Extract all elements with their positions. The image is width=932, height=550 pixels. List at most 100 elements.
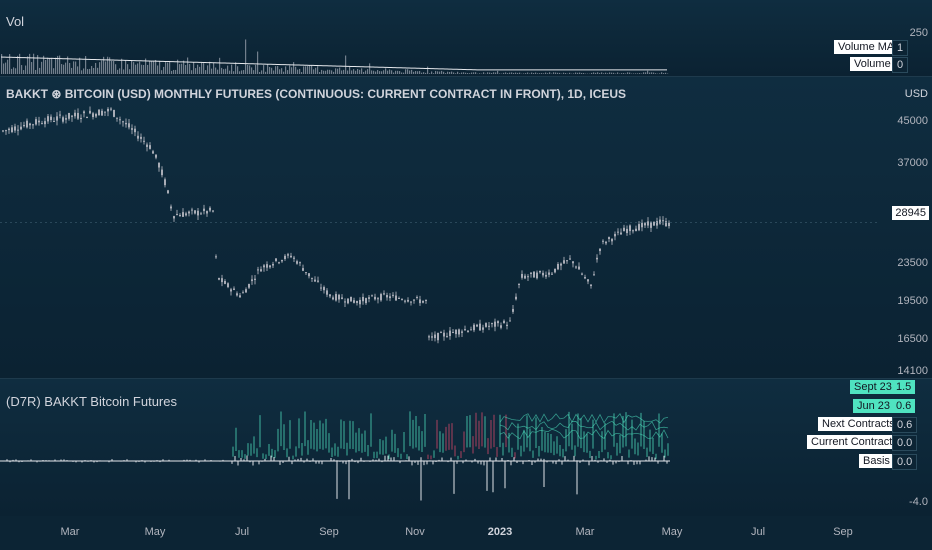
time-label-mar: Mar (60, 526, 80, 538)
volume-bar (3, 63, 5, 74)
candle-body (413, 299, 415, 301)
candle-body (518, 283, 520, 285)
candle-body (341, 297, 343, 300)
time-axis[interactable]: Mar May Jul Sep Nov 2023 Mar May Jul Sep (0, 516, 932, 550)
volume-bar (1, 54, 3, 74)
volume-bar (159, 61, 161, 74)
indicator-chart (0, 411, 670, 501)
candle-body (443, 332, 445, 337)
pane-separator[interactable] (0, 76, 932, 77)
candle-body (155, 154, 157, 158)
volume-bar (489, 72, 491, 74)
candle-body (227, 283, 229, 288)
volume-bar (17, 55, 19, 74)
volume-bar (269, 67, 271, 74)
volume-histogram (0, 39, 669, 74)
volume-bar (549, 72, 551, 74)
volume-bar (201, 62, 203, 74)
volume-bar (645, 72, 647, 74)
volume-bar (183, 60, 185, 74)
volume-bar (327, 69, 329, 74)
candle-body (383, 293, 385, 295)
volume-bar (325, 70, 327, 74)
volume-bar (295, 66, 297, 74)
volume-bar (379, 71, 381, 74)
volume-bar (71, 67, 73, 74)
volume-bar (207, 65, 209, 74)
volume-bar (617, 72, 619, 74)
volume-bar (651, 72, 653, 74)
volume-bar (109, 57, 111, 74)
volume-bar (593, 72, 595, 74)
candle-body (452, 332, 454, 334)
volume-bar (505, 72, 507, 74)
candle-body (458, 329, 460, 335)
candle-body (551, 273, 553, 275)
candle-body (221, 278, 223, 283)
volume-bar (497, 70, 499, 74)
volume-bar (409, 70, 411, 74)
volume-bar (145, 58, 147, 74)
volume-bar (519, 72, 521, 74)
volume-bar (353, 69, 355, 74)
volume-bar (67, 56, 69, 74)
candle-body (278, 262, 280, 264)
volume-bar (403, 72, 405, 74)
candle-body (47, 116, 49, 122)
volume-bar (247, 64, 249, 74)
pane-separator[interactable] (0, 378, 932, 379)
candlestick-chart[interactable] (0, 77, 880, 378)
volume-bar (535, 72, 537, 74)
candle-body (521, 273, 523, 278)
volume-bar (249, 65, 251, 74)
candle-body (200, 213, 202, 215)
price-level-45000: 45000 (897, 115, 928, 127)
volume-pane[interactable]: Vol 250 Volume MA 1 Volume 0 (0, 0, 932, 76)
volume-bar (19, 53, 21, 74)
candle-body (467, 330, 469, 332)
candle-body (83, 111, 85, 114)
volume-bar (345, 55, 347, 74)
volume-bar (543, 73, 545, 74)
volume-bar (437, 71, 439, 74)
candle-body (344, 301, 346, 303)
candle-body (653, 221, 655, 226)
candle-body (545, 274, 547, 277)
volume-bar (643, 72, 645, 74)
volume-bar (575, 72, 577, 74)
volume-bar (625, 73, 627, 74)
price-pane[interactable]: BAKKT ⊛ BITCOIN (USD) MONTHLY FUTURES (C… (0, 77, 932, 378)
candle-body (287, 254, 289, 256)
volume-bar (495, 72, 497, 74)
candle-body (41, 123, 43, 125)
candle-body (263, 265, 265, 268)
candle-body (5, 130, 7, 132)
last-price-tag: 28945 (892, 206, 929, 220)
volume-bar (555, 72, 557, 74)
candle-body (353, 300, 355, 303)
volume-bar (417, 71, 419, 74)
candle-body (101, 110, 103, 116)
candle-body (239, 295, 241, 298)
volume-bar (79, 57, 81, 74)
time-label-may-2023: May (661, 526, 683, 538)
candle-body (188, 211, 190, 214)
volume-bar (445, 73, 447, 74)
volume-bar (569, 72, 571, 74)
volume-bar (309, 65, 311, 74)
price-level-23500: 23500 (897, 257, 928, 269)
volume-bar (307, 66, 309, 74)
candle-body (581, 273, 583, 275)
volume-bar (187, 57, 189, 74)
price-level-14100: 14100 (897, 365, 928, 377)
legend-basis-value: 0.0 (892, 454, 918, 470)
volume-bar (241, 70, 243, 74)
candle-body (11, 127, 13, 133)
volume-bar (29, 53, 31, 74)
candle-body (146, 144, 148, 147)
volume-bar (311, 65, 313, 74)
candle-body (410, 301, 412, 303)
indicator-pane[interactable]: (D7R) BAKKT Bitcoin Futures Sept 23 1.5 … (0, 379, 932, 516)
candle-body (32, 124, 34, 126)
candle-body (587, 279, 589, 282)
